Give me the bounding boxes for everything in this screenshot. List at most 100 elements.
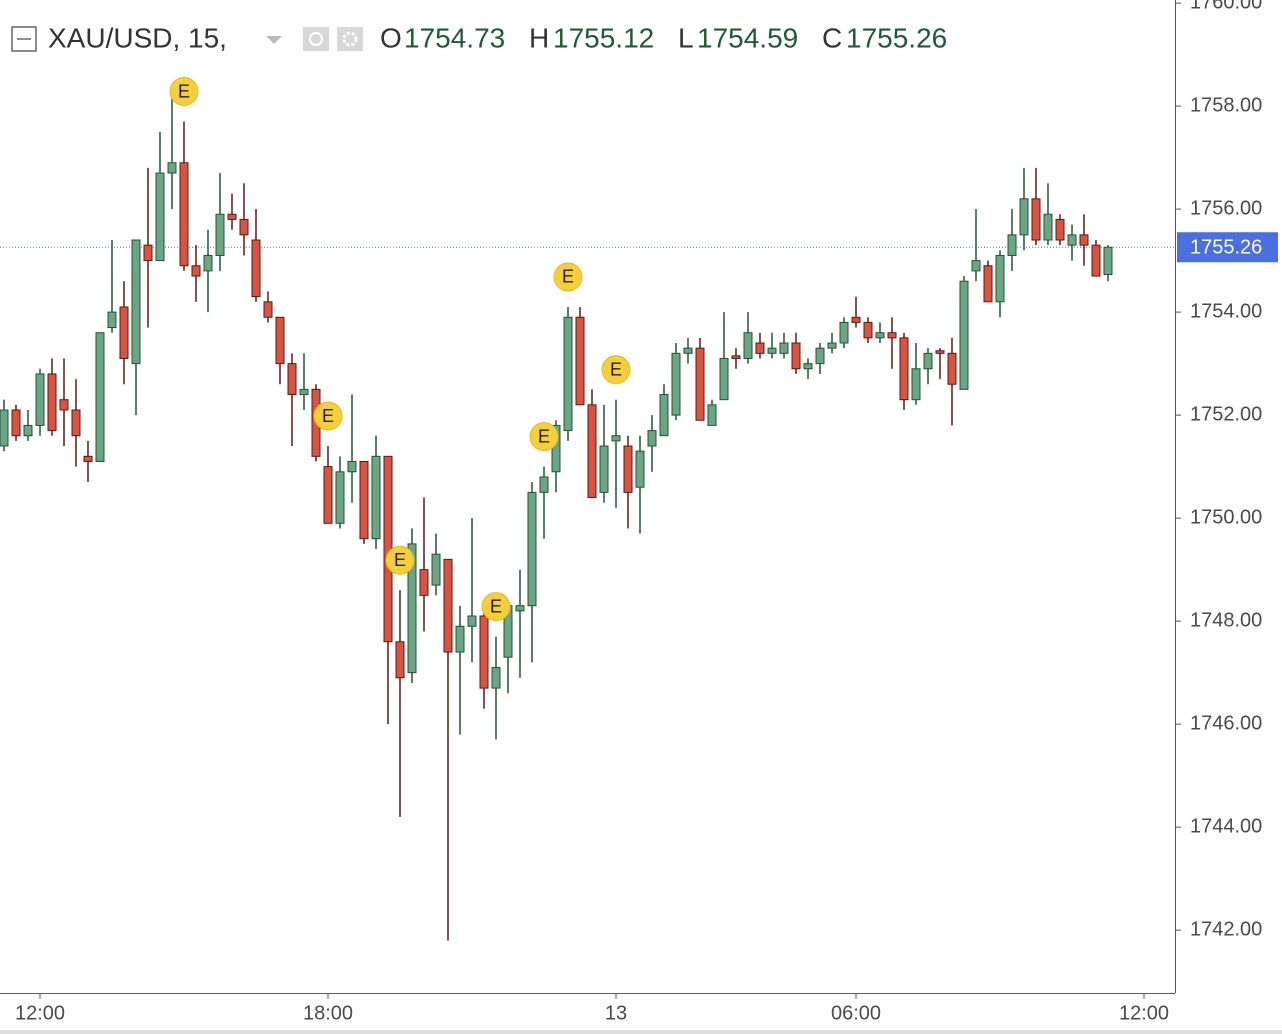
y-tick-label: 1750.00 [1190,506,1262,528]
candle-body [455,625,465,653]
x-tick-label: 12:00 [15,1002,65,1024]
candle-body [527,491,537,607]
candle-body [1043,213,1053,241]
y-tick-label: 1752.00 [1190,403,1262,425]
candle-body [767,347,777,354]
candle-body [239,218,249,236]
candle-body [1091,244,1101,277]
event-label: E [610,359,622,379]
plot-area: E E E E E E E [0,77,1175,941]
event-marker[interactable]: E [385,545,415,575]
candle-body [695,347,705,421]
candle-body [371,455,381,540]
y-tick-label: 1748.00 [1190,609,1262,631]
y-tick-label: 1758.00 [1190,94,1262,116]
y-tick-label: 1742.00 [1190,918,1262,940]
candle-body [359,460,369,540]
last-price-tag [1177,232,1278,263]
ohlc-label: C [822,22,842,53]
event-marker[interactable]: E [169,77,199,107]
event-badge [169,77,199,107]
candle-body [839,321,849,344]
candle-body [251,239,261,298]
event-label: E [394,550,406,570]
x-tick-label: 12:00 [1119,1002,1169,1024]
candle-body [539,476,549,493]
candle-body [131,239,141,365]
candle-body [899,337,909,401]
candle-body [35,373,45,426]
candle-body [227,213,237,220]
candle-body [791,342,801,370]
x-tick-label: 18:00 [303,1002,353,1024]
event-badge [553,262,583,292]
dropdown-caret[interactable] [266,36,282,44]
candle-body [875,332,885,339]
ohlc-label: O [380,22,402,53]
settings-button[interactable] [337,27,363,51]
candle-body [203,254,213,272]
candle-body [347,460,357,473]
eye-button[interactable] [303,27,329,51]
y-tick-label: 1744.00 [1190,815,1262,837]
candle-body [467,615,477,627]
candle-body [155,172,165,262]
candle-body [335,471,345,524]
candle-body [1007,234,1017,256]
gear-icon [342,31,358,47]
candle-body [851,316,861,323]
event-marker[interactable]: E [313,401,343,431]
candle-body [755,342,765,354]
x-tick-label: 06:00 [831,1002,881,1024]
ohlc-label: H [529,22,549,53]
candle-body [815,347,825,365]
candle-body [443,558,453,653]
event-label: E [562,267,574,287]
event-marker[interactable]: E [529,422,559,452]
candle-body [59,399,69,411]
event-badge [481,592,511,622]
candle-body [263,301,273,318]
candle-body [47,373,57,432]
event-marker[interactable]: E [601,355,631,385]
candle-body [23,424,33,437]
candle-body [863,321,873,339]
candle-body [947,352,957,385]
candle-body [683,347,693,354]
candle-body [827,342,837,349]
candle-body [623,445,633,493]
candle-body [599,445,609,493]
candle-body [647,430,657,447]
candle-body [887,332,897,339]
eye-icon [309,32,323,46]
candle-body [431,553,441,586]
candle-body [395,641,405,679]
candle-body [1067,234,1077,246]
candle-body [575,316,585,406]
event-badge [601,355,631,385]
candle-body [119,306,129,359]
candle-body [95,332,105,462]
candle-body [323,466,333,524]
last-price-label: 1755.26 [1190,237,1262,259]
candle-body [911,368,921,401]
ohlc-value: 1755.26 [846,22,947,53]
candle-body [275,316,285,365]
event-marker[interactable]: E [481,592,511,622]
symbol: XAU/USD, 15, [48,22,227,53]
event-label: E [490,596,502,616]
candle-body [11,409,21,437]
candle-body [0,409,9,447]
event-marker[interactable]: E [553,262,583,292]
ohlc-value: 1754.59 [697,22,798,53]
candle-body [635,450,645,488]
candle-body [779,342,789,354]
candle-body [803,363,813,370]
candle-body [611,435,621,442]
candle-body [1079,234,1089,246]
candle-body [983,265,993,303]
event-label: E [538,426,550,446]
y-tick-label: 1756.00 [1190,197,1262,219]
